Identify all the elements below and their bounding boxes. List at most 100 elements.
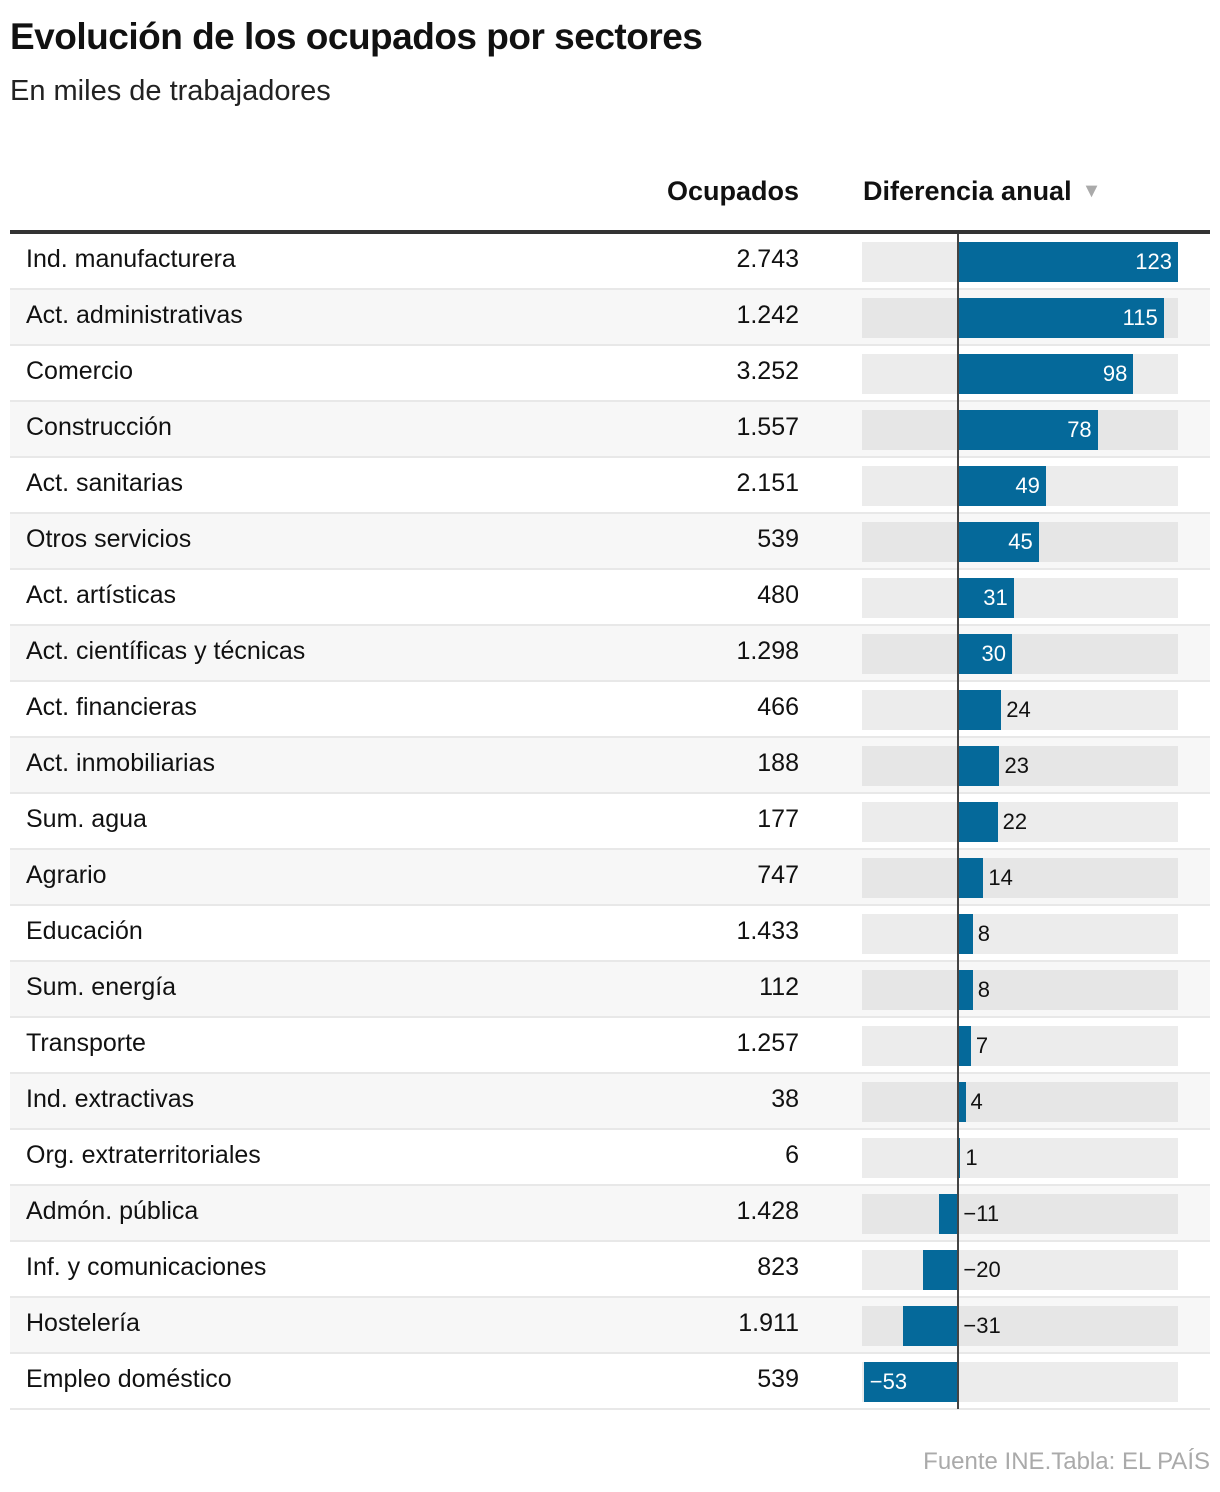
bar xyxy=(958,858,984,898)
data-label: 24 xyxy=(1006,697,1031,722)
header-divider xyxy=(10,230,1210,234)
sector-name: Act. inmobiliarias xyxy=(26,749,215,777)
occupied-value: 3.252 xyxy=(736,357,799,385)
bar xyxy=(958,690,1002,730)
sector-name: Sum. energía xyxy=(26,973,177,1001)
triangle-down-icon: ▼ xyxy=(1081,180,1102,202)
table-row: Act. científicas y técnicas 1.298 30 xyxy=(10,626,1210,682)
bar xyxy=(958,354,1134,394)
table-row: Transporte 1.257 7 xyxy=(10,1018,1210,1074)
data-label: −11 xyxy=(963,1201,1000,1226)
bar xyxy=(958,466,1046,506)
table-row: Construcción 1.557 78 xyxy=(10,402,1210,458)
bar-track xyxy=(862,690,1178,730)
occupied-value: 188 xyxy=(757,749,799,777)
bar xyxy=(958,802,998,842)
bar xyxy=(903,1306,959,1346)
chart-subtitle: En miles de trabajadores xyxy=(10,75,331,107)
occupied-value: 1.298 xyxy=(736,637,799,665)
table-row: Admón. pública 1.428 −11 xyxy=(10,1186,1210,1242)
occupied-value: 177 xyxy=(757,805,799,833)
table-row: Ind. manufacturera 2.743 123 xyxy=(10,234,1210,290)
bar xyxy=(958,1026,971,1066)
table-row: Act. financieras 466 24 xyxy=(10,682,1210,738)
bar-track xyxy=(862,1026,1178,1066)
data-label: 22 xyxy=(1002,809,1028,834)
sector-name: Act. sanitarias xyxy=(26,469,184,497)
sector-name: Org. extraterritoriales xyxy=(26,1141,261,1169)
sector-name: Act. científicas y técnicas xyxy=(26,637,306,665)
data-label: 123 xyxy=(1135,249,1172,274)
occupied-value: 539 xyxy=(757,525,799,553)
column-header-diff[interactable]: Diferencia anual ▼ xyxy=(863,176,1101,207)
occupied-value: 112 xyxy=(759,973,799,1001)
data-label: 14 xyxy=(988,865,1013,890)
occupied-value: 1.433 xyxy=(736,917,799,945)
table-body: Ind. manufacturera 2.743 123 Act. adminis… xyxy=(10,234,1210,1410)
zero-line xyxy=(957,234,960,1409)
bar xyxy=(922,1250,959,1290)
sector-name: Transporte xyxy=(26,1029,146,1057)
table-row: Act. inmobiliarias 188 23 xyxy=(10,738,1210,794)
sector-name: Agrario xyxy=(26,861,107,889)
column-header-occupied[interactable]: Ocupados xyxy=(666,176,799,206)
bar xyxy=(863,1362,959,1402)
bar-track xyxy=(862,1250,1178,1290)
sector-name: Hostelería xyxy=(26,1309,140,1337)
occupied-value: 2.151 xyxy=(736,469,799,497)
occupied-value: 6 xyxy=(785,1141,799,1169)
bar-track xyxy=(862,634,1178,674)
occupied-value: 2.743 xyxy=(736,245,799,273)
data-label: 1 xyxy=(965,1145,978,1170)
occupied-value: 38 xyxy=(771,1085,799,1113)
data-label: −20 xyxy=(963,1257,1001,1282)
data-label: −31 xyxy=(963,1313,1001,1338)
data-label: 31 xyxy=(983,585,1008,610)
sector-name: Empleo doméstico xyxy=(26,1365,232,1393)
bar-track xyxy=(862,914,1178,954)
bar xyxy=(958,242,1178,282)
data-label: 49 xyxy=(1015,473,1040,498)
occupied-value: 1.242 xyxy=(736,301,799,329)
data-label: −53 xyxy=(869,1369,908,1394)
bar xyxy=(958,578,1014,618)
occupied-value: 1.257 xyxy=(736,1029,799,1057)
sector-name: Act. financieras xyxy=(26,693,197,721)
source-note: Fuente INE.Tabla: EL PAÍS xyxy=(923,1448,1210,1475)
table-row: Act. sanitarias 2.151 49 xyxy=(10,458,1210,514)
occupied-value: 747 xyxy=(757,861,799,889)
table-row: Educación 1.433 8 xyxy=(10,906,1210,962)
bar-track xyxy=(862,1082,1178,1122)
sector-name: Educación xyxy=(26,917,143,945)
bar-track xyxy=(862,578,1178,618)
data-label: 45 xyxy=(1008,529,1033,554)
sector-name: Act. administrativas xyxy=(26,301,243,329)
sector-name: Inf. y comunicaciones xyxy=(26,1253,267,1281)
bar-track xyxy=(862,970,1178,1010)
data-label: 8 xyxy=(977,921,990,946)
bar-track xyxy=(862,858,1178,898)
sector-name: Act. artísticas xyxy=(26,581,177,609)
sector-name: Comercio xyxy=(26,357,133,385)
sector-name: Sum. agua xyxy=(26,805,147,833)
sector-name: Admón. pública xyxy=(26,1197,199,1225)
occupied-value: 1.911 xyxy=(738,1309,799,1337)
table-row: Agrario 747 14 xyxy=(10,850,1210,906)
column-header-diff-label: Diferencia anual xyxy=(863,176,1072,206)
bar xyxy=(958,746,1000,786)
occupied-value: 1.428 xyxy=(736,1197,799,1225)
bar xyxy=(958,634,1012,674)
table-row: Org. extraterritoriales 6 1 xyxy=(10,1130,1210,1186)
table-row: Act. artísticas 480 31 xyxy=(10,570,1210,626)
data-label: 115 xyxy=(1122,305,1158,330)
table-row: Ind. extractivas 38 4 xyxy=(10,1074,1210,1130)
bar-track xyxy=(862,746,1178,786)
sector-name: Ind. extractivas xyxy=(26,1085,195,1113)
occupied-value: 480 xyxy=(757,581,799,609)
data-label: 4 xyxy=(970,1089,983,1114)
table-row: Sum. energía 112 8 xyxy=(10,962,1210,1018)
bar xyxy=(958,1082,966,1122)
data-label: 78 xyxy=(1067,417,1092,442)
table-row: Sum. agua 177 22 xyxy=(10,794,1210,850)
sector-name: Construcción xyxy=(26,413,172,441)
